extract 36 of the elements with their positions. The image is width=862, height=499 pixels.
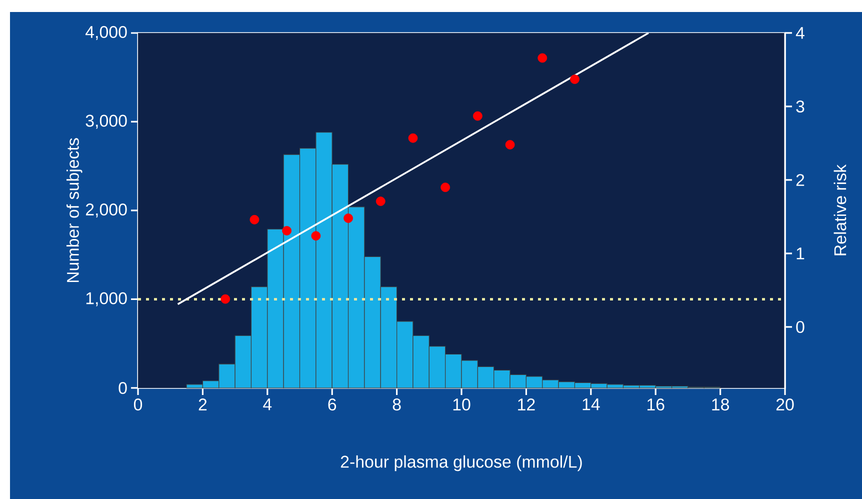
point (505, 140, 515, 150)
y-tick-label: 0 (118, 382, 127, 394)
point (376, 196, 386, 206)
x-axis-title: 2-hour plasma glucose (mmol/L) (340, 455, 582, 472)
y-tick-label: 4,000 (86, 26, 127, 40)
y2-tick-label: 4 (796, 27, 804, 39)
point (538, 53, 548, 63)
x-tick-label: 6 (328, 398, 336, 411)
point (472, 111, 482, 121)
point (408, 133, 418, 143)
x-tick-label: 2 (198, 398, 207, 410)
point (440, 182, 450, 192)
y-tick-label: 2,000 (86, 203, 127, 218)
y-tick-label: 1,000 (86, 292, 127, 306)
x-tick-label: 0 (134, 398, 142, 411)
point (282, 226, 292, 236)
x-tick-label: 18 (712, 398, 729, 411)
x-tick-label: 8 (392, 398, 401, 411)
y2-tick-label: 2 (796, 174, 804, 186)
y2-tick-label: 3 (796, 100, 804, 112)
x-tick-label: 16 (647, 398, 664, 411)
y2-tick-label: 1 (796, 248, 804, 260)
y-axis-title: Number of subjects (66, 138, 82, 282)
x-tick-label: 20 (776, 398, 794, 411)
point (220, 294, 230, 304)
point (250, 214, 260, 224)
x-tick-label: 12 (518, 398, 535, 410)
y2-axis-title: Relative risk (834, 164, 846, 256)
y2-tick-label: 0 (796, 320, 804, 333)
point (344, 214, 353, 223)
x-tick-label: 4 (263, 398, 272, 410)
point (311, 231, 321, 241)
x-tick-label: 14 (582, 398, 600, 410)
point (570, 74, 580, 84)
x-tick-label: 10 (453, 398, 470, 411)
y-tick-label: 3,000 (86, 114, 127, 129)
